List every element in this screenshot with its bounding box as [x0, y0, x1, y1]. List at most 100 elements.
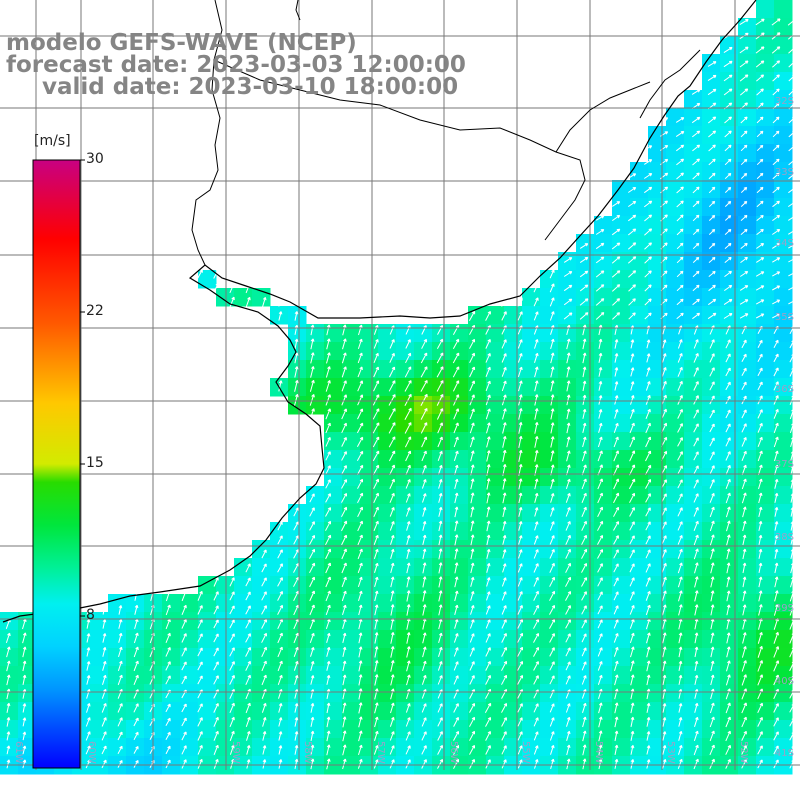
wind-arrow — [118, 618, 123, 629]
wind-cell — [774, 414, 793, 433]
wind-arrow — [645, 493, 651, 503]
wind-cell — [432, 504, 451, 523]
wind-arrow — [405, 717, 411, 727]
wind-cell — [522, 342, 541, 361]
wind-cell — [684, 648, 703, 667]
wind-arrow — [739, 313, 749, 319]
wind-cell — [666, 216, 685, 235]
wind-cell — [324, 558, 343, 577]
wind-cell — [468, 666, 487, 685]
wind-arrow — [404, 380, 412, 392]
wind-cell — [486, 702, 505, 721]
wind-cell — [594, 468, 613, 487]
wind-arrow — [102, 605, 107, 615]
wind-arrow — [534, 394, 539, 406]
wind-arrow — [404, 366, 412, 378]
wind-cell — [774, 540, 793, 559]
wind-arrow — [534, 449, 539, 462]
wind-cell — [450, 522, 469, 541]
wind-arrow — [518, 394, 523, 406]
wind-arrow — [438, 646, 443, 657]
wind-arrow — [741, 367, 747, 377]
wind-arrow — [485, 605, 491, 615]
wind-cell — [216, 576, 235, 595]
wind-cell — [738, 342, 757, 361]
wind-arrow — [374, 632, 379, 644]
wind-cell — [486, 468, 505, 487]
wind-arrow — [262, 296, 267, 307]
wind-arrow — [454, 604, 459, 616]
wind-cell — [612, 432, 631, 451]
wind-arrow — [613, 492, 620, 504]
wind-cell — [378, 720, 397, 739]
wind-cell — [576, 684, 595, 703]
wind-arrow — [517, 605, 523, 615]
wind-arrow — [629, 450, 636, 462]
wind-cell — [396, 630, 415, 649]
wind-arrow — [725, 367, 731, 377]
wind-cell — [738, 324, 757, 343]
wind-arrow — [486, 591, 491, 601]
wind-arrow — [309, 394, 315, 406]
wind-arrow — [102, 633, 107, 643]
wind-arrow — [261, 632, 267, 643]
wind-arrow — [197, 269, 203, 279]
wind-cell — [234, 684, 253, 703]
wind-arrow — [278, 380, 283, 392]
wind-arrow — [630, 353, 635, 363]
wind-arrow — [741, 688, 747, 700]
wind-cell — [594, 558, 613, 577]
wind-arrow — [613, 521, 619, 531]
wind-cell — [558, 288, 577, 307]
wind-cell — [306, 522, 325, 541]
wind-arrow — [629, 591, 635, 601]
wind-arrow — [341, 576, 347, 588]
wind-arrow — [693, 367, 699, 377]
lon-label: 60W — [86, 741, 97, 764]
wind-cell — [720, 504, 739, 523]
wind-cell — [522, 324, 541, 343]
lon-label: 61W — [13, 741, 24, 764]
wind-arrow — [502, 449, 507, 462]
wind-cell — [702, 198, 721, 217]
wind-arrow — [213, 758, 219, 769]
wind-cell — [684, 666, 703, 685]
wind-cell — [558, 522, 577, 541]
wind-arrow — [726, 576, 731, 588]
wind-cell — [252, 648, 271, 667]
wind-arrow — [788, 60, 796, 68]
wind-cell — [378, 450, 397, 469]
wind-cell — [594, 504, 613, 523]
wind-cell — [324, 342, 343, 361]
wind-arrow — [708, 228, 716, 235]
wind-arrow — [341, 506, 347, 518]
wind-arrow — [694, 660, 699, 671]
wind-arrow — [421, 717, 427, 727]
wind-arrow — [773, 717, 779, 727]
wind-arrow — [549, 576, 555, 587]
wind-arrow — [165, 632, 171, 643]
wind-cell — [504, 342, 523, 361]
wind-cell — [702, 306, 721, 325]
wind-arrow — [661, 394, 667, 406]
wind-arrow — [726, 548, 731, 560]
wind-cell — [702, 324, 721, 343]
wind-arrow — [294, 366, 299, 378]
colorbar-tick-15: 15 — [86, 455, 104, 471]
wind-cell — [720, 72, 739, 91]
wind-cell — [342, 666, 361, 685]
wind-arrow — [469, 422, 475, 434]
wind-cell — [720, 198, 739, 217]
wind-arrow — [646, 702, 651, 713]
wind-cell — [594, 594, 613, 613]
wind-arrow — [566, 450, 571, 462]
wind-arrow — [677, 394, 683, 405]
wind-cell — [594, 324, 613, 343]
wind-arrow — [646, 339, 651, 349]
wind-cell — [666, 126, 685, 145]
wind-arrow — [454, 562, 459, 574]
wind-cell — [486, 432, 505, 451]
wind-arrow — [645, 450, 652, 462]
wind-arrow — [582, 758, 587, 770]
wind-cell — [342, 594, 361, 613]
